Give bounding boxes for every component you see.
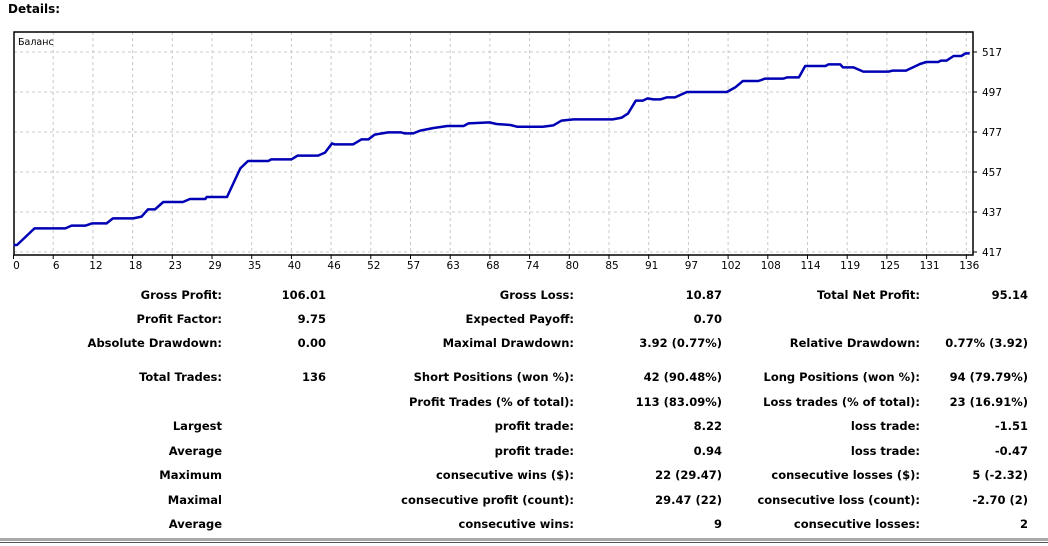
x-tick-label: 63	[447, 260, 460, 272]
maximum-loss-label-label: consecutive losses ($):	[771, 468, 920, 482]
profit-trades-value-value: 113 (83.09%)	[635, 395, 722, 409]
total-net-profit-label-label: Total Net Profit:	[817, 288, 920, 302]
plot-border	[13, 31, 974, 256]
x-tick-label: 108	[761, 260, 781, 272]
x-tick-label: 80	[566, 260, 579, 272]
largest-label-label: Largest	[172, 419, 222, 433]
average-loss-value-value: -0.47	[994, 444, 1028, 458]
x-tick-label: 6	[53, 260, 60, 272]
average-profit-label-label: profit trade:	[494, 444, 574, 458]
loss-trades-label-label: Loss trades (% of total):	[763, 395, 920, 409]
largest-profit-value-value: 8.22	[693, 419, 722, 433]
gross-profit-value-value: 106.01	[281, 288, 326, 302]
x-tick-label: 136	[959, 260, 979, 272]
details-heading: Details:	[8, 2, 61, 16]
largest-profit-label-label: profit trade:	[494, 419, 574, 433]
profit-trades-label-label: Profit Trades (% of total):	[408, 395, 574, 409]
legend-label: Баланс	[18, 37, 54, 48]
short-positions-value-value: 42 (90.48%)	[643, 370, 722, 384]
y-tick-label: 477	[982, 127, 1002, 139]
y-tick-label: 417	[982, 247, 1002, 259]
long-positions-value-value: 94 (79.79%)	[949, 370, 1028, 384]
gross-loss-label-label: Gross Loss:	[499, 288, 574, 302]
x-tick-label: 91	[645, 260, 658, 272]
gross-profit-label-label: Gross Profit:	[140, 288, 222, 302]
gross-loss-value-value: 10.87	[685, 288, 722, 302]
average-consec-loss-value-value: 2	[1019, 517, 1028, 531]
average-label-label: Average	[168, 444, 222, 458]
largest-loss-label-label: loss trade:	[850, 419, 920, 433]
maximal-loss-label-label: consecutive loss (count):	[757, 493, 920, 507]
average-consec-loss-label-label: consecutive losses:	[793, 517, 920, 531]
x-tick-label: 29	[208, 260, 221, 272]
average-loss-label-label: loss trade:	[850, 444, 920, 458]
x-tick-label: 52	[367, 260, 380, 272]
y-tick-label: 497	[982, 87, 1002, 99]
total-trades-label-label: Total Trades:	[139, 370, 222, 384]
profit-factor-value-value: 9.75	[297, 312, 326, 326]
x-tick-label: 68	[486, 260, 499, 272]
maximal-loss-value-value: -2.70 (2)	[972, 493, 1028, 507]
maximal-label-label: Maximal	[167, 493, 222, 507]
maximum-profit-label-label: consecutive wins ($):	[435, 468, 574, 482]
total-trades-value-value: 136	[301, 370, 326, 384]
profit-factor-label-label: Profit Factor:	[136, 312, 222, 326]
balance-chart: 0 6 12 18 23 29 35 40 46 52 57 63 68 74 80 85 91 97 102 108…	[13, 31, 1002, 272]
x-tick-label: 40	[288, 260, 301, 272]
x-tick-label: 102	[721, 260, 741, 272]
x-tick-label: 18	[129, 260, 142, 272]
plot-area	[14, 32, 973, 255]
short-positions-label-label: Short Positions (won %):	[413, 370, 574, 384]
maximal-profit-label-label: consecutive profit (count):	[401, 493, 574, 507]
average-consec-profit-label-label: consecutive wins:	[458, 517, 575, 531]
absolute-drawdown-value-value: 0.00	[297, 336, 326, 350]
relative-drawdown-value-value: 0.77% (3.92)	[945, 336, 1028, 350]
y-tick-label: 517	[982, 47, 1002, 59]
x-tick-label: 119	[840, 260, 860, 272]
average-consec-label-label: Average	[168, 517, 222, 531]
x-tick-label: 131	[920, 260, 940, 272]
expected-payoff-label-label: Expected Payoff:	[465, 312, 575, 326]
divider	[0, 542, 1048, 543]
maximal-profit-value-value: 29.47 (22)	[655, 493, 722, 507]
x-tick-label: 35	[248, 260, 261, 272]
average-profit-value-value: 0.94	[693, 444, 722, 458]
maximal-drawdown-value-value: 3.92 (0.77%)	[639, 336, 722, 350]
maximum-label-label: Maximum	[159, 468, 222, 482]
y-tick-label: 437	[982, 207, 1002, 219]
maximal-drawdown-label-label: Maximal Drawdown:	[442, 336, 574, 350]
x-tick-label: 46	[327, 260, 341, 272]
x-tick-label: 12	[89, 260, 102, 272]
expected-payoff-value-value: 0.70	[693, 312, 722, 326]
long-positions-label-label: Long Positions (won %):	[763, 370, 921, 384]
total-net-profit-value-value: 95.14	[991, 288, 1028, 302]
x-tick-label: 0	[13, 260, 20, 272]
x-tick-label: 85	[605, 260, 618, 272]
maximum-loss-value-value: 5 (-2.32)	[972, 468, 1028, 482]
absolute-drawdown-label-label: Absolute Drawdown:	[87, 336, 222, 350]
splitter-bar[interactable]	[0, 538, 1048, 541]
largest-loss-value-value: -1.51	[994, 419, 1028, 433]
x-tick-label: 125	[880, 260, 900, 272]
x-tick-label: 97	[685, 260, 698, 272]
x-tick-label: 114	[800, 260, 820, 272]
maximum-profit-value-value: 22 (29.47)	[655, 468, 722, 482]
average-consec-profit-value-value: 9	[713, 517, 722, 531]
x-tick-label: 74	[526, 260, 540, 272]
x-tick-label: 57	[407, 260, 420, 272]
x-tick-label: 23	[169, 260, 182, 272]
y-tick-label: 457	[982, 167, 1002, 179]
relative-drawdown-label-label: Relative Drawdown:	[789, 336, 920, 350]
loss-trades-value-value: 23 (16.91%)	[949, 395, 1028, 409]
balance-line	[13, 52, 970, 247]
